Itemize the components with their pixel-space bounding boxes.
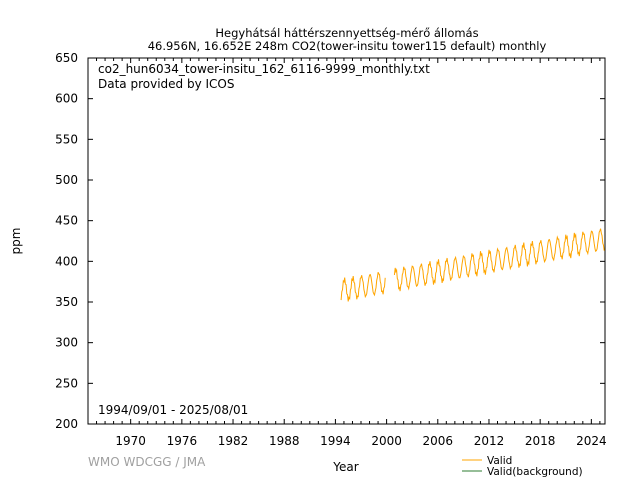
y-tick-label: 250 — [55, 376, 78, 390]
x-tick-label: 2006 — [423, 434, 454, 448]
y-tick-label: 350 — [55, 295, 78, 309]
credit-text: WMO WDCGG / JMA — [88, 455, 206, 469]
date-range-annotation: 1994/09/01 - 2025/08/01 — [98, 403, 248, 417]
y-tick-label: 650 — [55, 51, 78, 65]
chart-title: Hegyhátsál háttérszennyettség-mérő állom… — [215, 26, 479, 40]
chart-subtitle: 46.956N, 16.652E 248m CO2(tower-insitu t… — [147, 39, 547, 53]
x-tick-label: 1994 — [320, 434, 351, 448]
legend-label-valid-background: Valid(background) — [487, 466, 583, 478]
x-tick-label: 1970 — [115, 434, 146, 448]
x-tick-label: 2000 — [371, 434, 402, 448]
y-tick-label: 200 — [55, 417, 78, 431]
x-tick-label: 2024 — [576, 434, 607, 448]
y-axis-label: ppm — [9, 228, 23, 255]
y-tick-label: 450 — [55, 214, 78, 228]
x-tick-label: 1976 — [167, 434, 198, 448]
x-tick-label: 1982 — [218, 434, 249, 448]
x-tick-label: 2012 — [474, 434, 505, 448]
x-axis-label: Year — [332, 460, 358, 474]
y-tick-label: 300 — [55, 336, 78, 350]
legend: Valid Valid(background) — [462, 455, 583, 478]
y-tick-label: 550 — [55, 132, 78, 146]
series-line-valid — [340, 272, 386, 302]
x-tick-label: 1988 — [269, 434, 300, 448]
x-tick-label: 2018 — [525, 434, 556, 448]
y-tick-label: 400 — [55, 254, 78, 268]
y-tick-label: 500 — [55, 173, 78, 187]
filename-annotation: co2_hun6034_tower-insitu_162_6116-9999_m… — [98, 62, 430, 76]
provider-annotation: Data provided by ICOS — [98, 77, 234, 91]
legend-label-valid: Valid — [487, 455, 512, 467]
series-line-valid — [393, 228, 605, 292]
y-tick-label: 600 — [55, 92, 78, 106]
series-group — [340, 228, 605, 302]
y-axis: 200 250 300 350 400 450 500 550 600 650 — [55, 51, 605, 431]
plot-frame — [87, 57, 606, 425]
x-axis: 1970 1976 1982 1988 1994 2000 2006 2012 2018 2024 — [87, 58, 607, 448]
